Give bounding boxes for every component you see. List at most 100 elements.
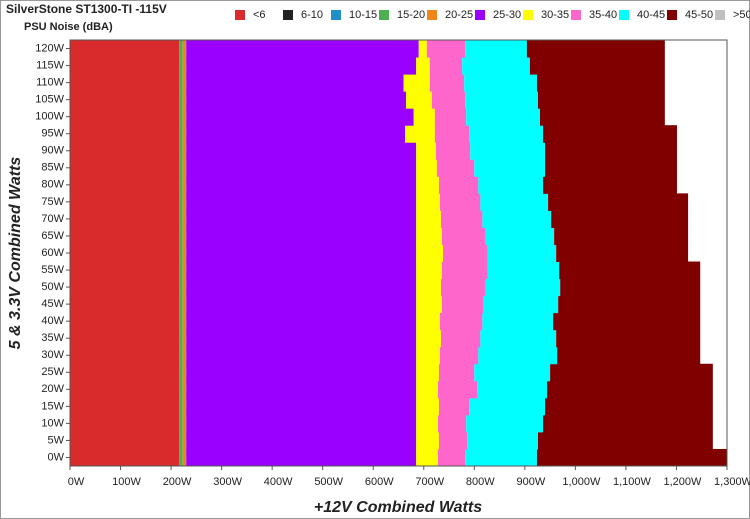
legend-swatch bbox=[427, 10, 437, 20]
heat-cell bbox=[70, 431, 180, 450]
heat-cell bbox=[478, 346, 558, 365]
heat-cell bbox=[182, 448, 187, 467]
heat-cell bbox=[403, 74, 430, 92]
heat-cell bbox=[182, 431, 187, 450]
heat-cell bbox=[70, 91, 180, 109]
heat-cell bbox=[179, 380, 183, 399]
heat-cell bbox=[70, 448, 180, 467]
heat-cell bbox=[182, 414, 187, 433]
heat-cell bbox=[182, 57, 187, 75]
heat-cell bbox=[550, 363, 713, 382]
y-tick-label: 100W bbox=[35, 111, 64, 123]
heat-cell bbox=[186, 176, 417, 194]
heat-cell bbox=[470, 142, 546, 160]
heat-cell bbox=[186, 329, 417, 348]
x-tick-label: 1,200W bbox=[664, 476, 703, 488]
legend-swatch bbox=[379, 10, 389, 20]
heat-cell bbox=[70, 278, 180, 297]
heat-cell bbox=[434, 108, 467, 126]
heat-cell bbox=[186, 414, 417, 433]
y-tick-label: 30W bbox=[41, 349, 64, 361]
heat-cell bbox=[556, 244, 689, 263]
heat-cell bbox=[182, 40, 187, 58]
x-tick-label: 1,300W bbox=[714, 476, 750, 488]
legend-label: <6 bbox=[253, 9, 266, 21]
heat-cell bbox=[70, 193, 180, 211]
y-tick-label: 10W bbox=[41, 417, 64, 429]
heat-cell bbox=[465, 91, 538, 109]
heat-cell bbox=[179, 244, 183, 263]
heat-cell bbox=[179, 278, 183, 297]
y-tick-label: 15W bbox=[41, 400, 64, 412]
heat-cell bbox=[462, 57, 530, 75]
heat-cell bbox=[416, 414, 438, 433]
y-tick-label: 50W bbox=[41, 281, 64, 293]
heat-cell bbox=[441, 261, 488, 280]
heat-cell bbox=[70, 125, 180, 143]
heat-cell bbox=[186, 397, 417, 416]
heat-cell bbox=[186, 74, 404, 92]
heat-cell bbox=[70, 380, 180, 399]
heat-cell bbox=[179, 176, 183, 194]
heat-cell bbox=[482, 210, 552, 228]
heat-cell bbox=[70, 397, 180, 416]
heat-cell bbox=[438, 176, 479, 194]
heat-cell bbox=[186, 431, 417, 450]
y-tick-label: 120W bbox=[35, 42, 64, 54]
heat-cell bbox=[186, 380, 417, 399]
heat-cell bbox=[70, 346, 180, 365]
heat-cell bbox=[543, 176, 677, 194]
heat-cell bbox=[182, 244, 187, 263]
heat-cell bbox=[435, 142, 471, 160]
heat-cell bbox=[179, 108, 183, 126]
heat-cell bbox=[416, 210, 441, 228]
heat-cell bbox=[182, 346, 187, 365]
heat-cell bbox=[437, 380, 478, 399]
heat-cell bbox=[560, 278, 701, 297]
heat-cell bbox=[179, 397, 183, 416]
heat-cell bbox=[70, 329, 180, 348]
heat-cell bbox=[182, 261, 187, 280]
heat-cell bbox=[416, 397, 439, 416]
heat-cell bbox=[182, 210, 187, 228]
y-tick-label: 105W bbox=[35, 94, 64, 106]
heat-cell bbox=[70, 312, 180, 331]
heat-cell bbox=[186, 448, 417, 467]
heat-cell bbox=[526, 40, 665, 58]
heat-cell bbox=[440, 329, 481, 348]
x-tick-label: 700W bbox=[415, 476, 444, 488]
heat-cell bbox=[186, 125, 406, 143]
heat-cell bbox=[465, 448, 537, 467]
heat-cell bbox=[179, 210, 183, 228]
heat-cell bbox=[182, 397, 187, 416]
heat-cell bbox=[179, 363, 183, 382]
heat-cell bbox=[416, 380, 438, 399]
heat-cell bbox=[179, 40, 183, 58]
heat-cell bbox=[465, 40, 527, 58]
legend-swatch bbox=[619, 10, 629, 20]
heat-cell bbox=[431, 91, 466, 109]
heat-cell bbox=[537, 431, 713, 450]
heat-cell bbox=[70, 261, 180, 280]
heat-cell bbox=[469, 397, 546, 416]
legend-swatch bbox=[523, 10, 533, 20]
heat-cell bbox=[186, 227, 417, 245]
y-tick-label: 65W bbox=[41, 230, 64, 242]
y-tick-label: 20W bbox=[41, 383, 64, 395]
heat-cell bbox=[186, 40, 419, 58]
heat-cell bbox=[480, 329, 557, 348]
heat-cell bbox=[416, 329, 441, 348]
heat-cell bbox=[416, 227, 442, 245]
heat-cell bbox=[179, 431, 183, 450]
heat-cell bbox=[559, 261, 701, 280]
heat-cell bbox=[416, 244, 443, 263]
heat-cell bbox=[179, 414, 183, 433]
heat-cell bbox=[179, 295, 183, 314]
heat-cell bbox=[545, 159, 677, 177]
heat-cell bbox=[418, 40, 427, 58]
heat-cell bbox=[179, 193, 183, 211]
heat-cell bbox=[182, 159, 187, 177]
heat-cell bbox=[545, 397, 713, 416]
heat-cell bbox=[440, 278, 486, 297]
